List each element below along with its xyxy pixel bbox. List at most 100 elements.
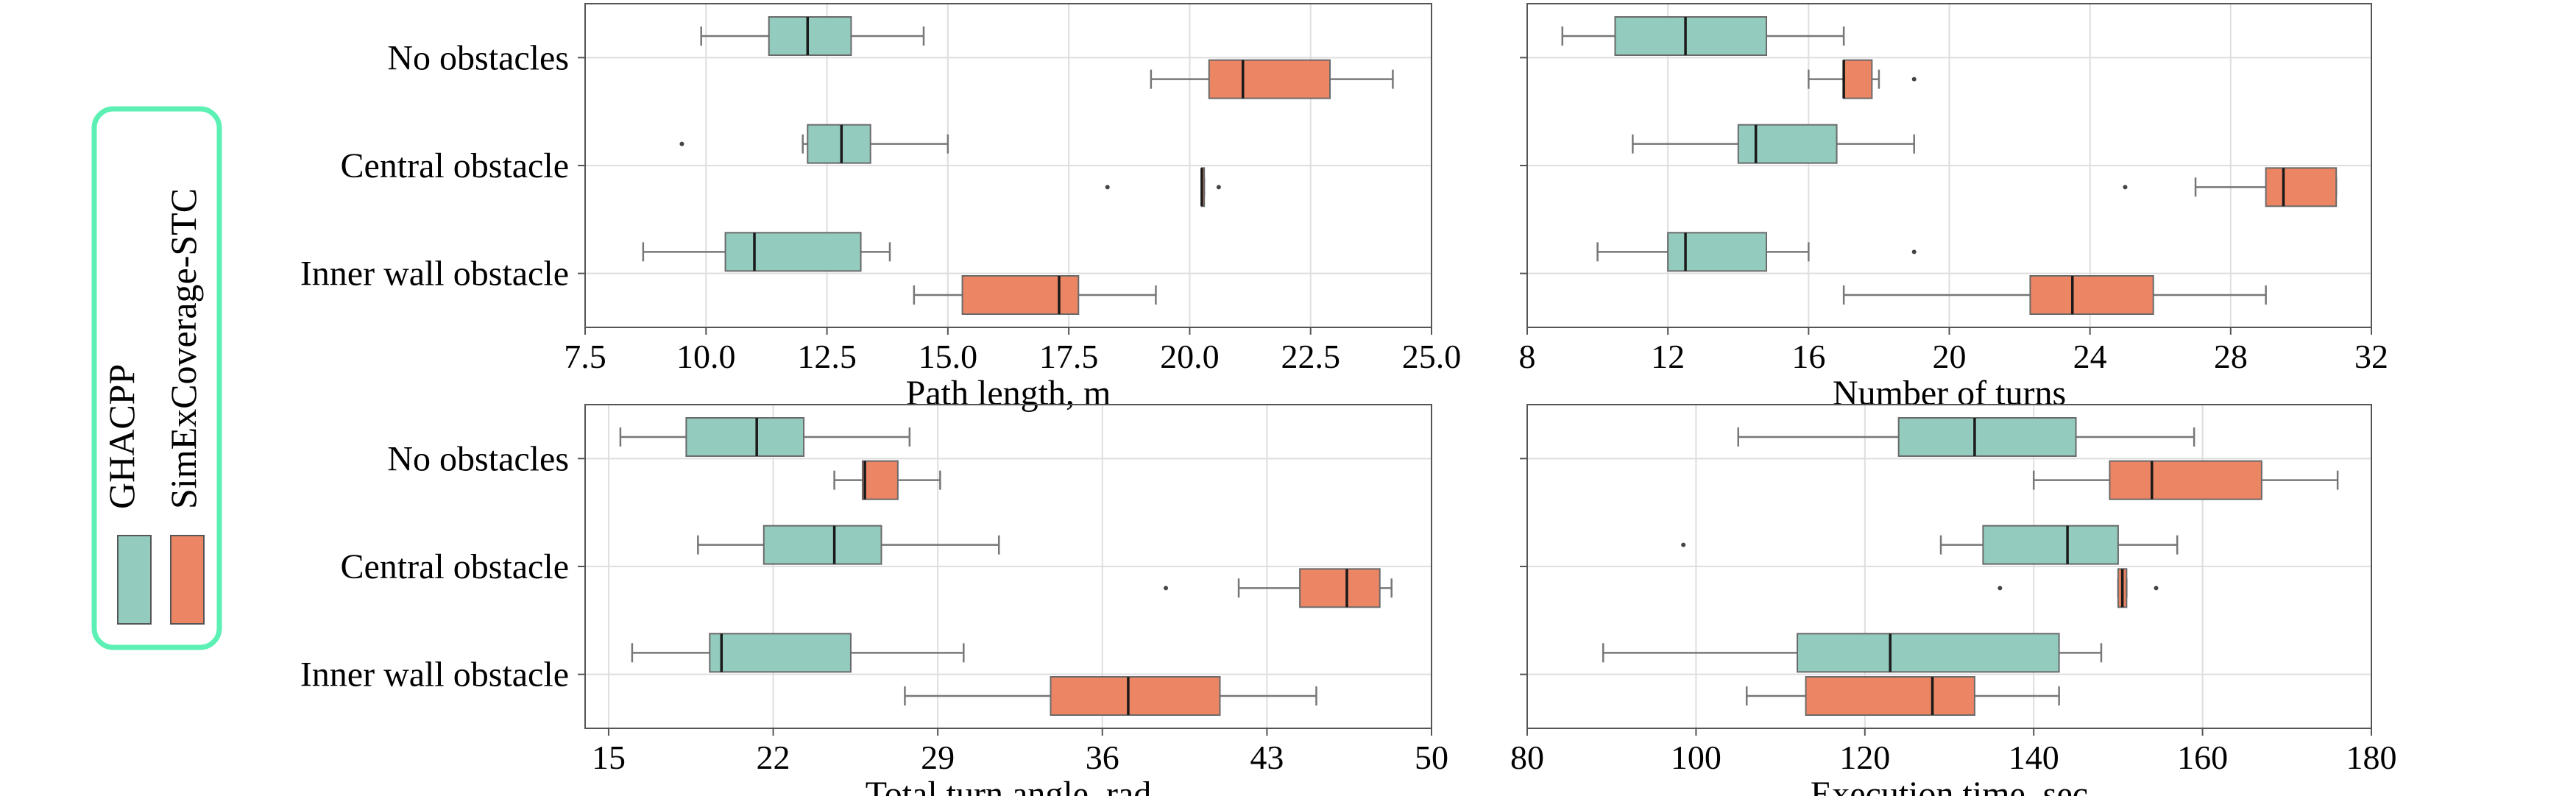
box-ghacpp-no-obstacles	[1737, 417, 2195, 457]
box-iqr	[2109, 460, 2262, 500]
outlier-point	[1911, 249, 1917, 255]
x-tick-label: 160	[2177, 739, 2228, 776]
box-simex-inner-wall-obstacle	[913, 275, 1157, 315]
x-axis-label: Path length, m	[906, 374, 1111, 413]
box-simex-central-obstacle	[1105, 167, 1221, 207]
box-iqr	[724, 232, 862, 272]
box-simex-inner-wall-obstacle	[1842, 275, 2267, 315]
legend: GHACPP SimExCoverage-STC	[91, 106, 222, 650]
x-tick-label: 100	[1671, 739, 1722, 776]
box-ghacpp-central-obstacle	[679, 124, 949, 164]
box-iqr	[768, 16, 852, 56]
x-tick-label: 25.0	[1402, 338, 1462, 375]
x-tick-label: 22	[757, 739, 790, 776]
box-iqr	[1050, 676, 1221, 716]
x-tick-label: 43	[1250, 739, 1284, 776]
x-tick-label: 15	[592, 739, 626, 776]
x-tick-label: 180	[2346, 739, 2397, 776]
box-simex-no-obstacles	[833, 460, 941, 500]
box-iqr	[685, 417, 805, 457]
panel-4: 80 100 120 140 160 180 Execution time, sec	[1510, 404, 2397, 796]
y-tick-label: No obstacles	[387, 439, 569, 478]
panels: 7.5 10.0 12.5 15.0 17.5 20.0 22.5 25.0 Path leng…	[300, 3, 2397, 796]
box-ghacpp-inner-wall-obstacle	[1596, 232, 1917, 272]
x-tick-label: 20	[1933, 338, 1967, 375]
outlier-point	[1216, 185, 1221, 190]
box-iqr	[807, 124, 871, 164]
box-ghacpp-central-obstacle	[1681, 525, 2179, 565]
box-simex-no-obstacles	[1808, 59, 1917, 99]
outlier-point	[1681, 542, 1686, 547]
box-iqr	[1614, 16, 1767, 56]
x-axis-label: Total turn angle, rad	[866, 775, 1152, 796]
box-simex-inner-wall-obstacle	[1745, 676, 2060, 716]
x-tick-label: 22.5	[1281, 338, 1340, 375]
box-ghacpp-no-obstacles	[619, 417, 911, 457]
y-tick-label: Central obstacle	[340, 146, 569, 185]
box-iqr	[2029, 275, 2154, 315]
box-simex-no-obstacles	[1150, 59, 1394, 99]
legend-label-simex: SimExCoverage-STC	[163, 188, 204, 509]
y-tick-label: Inner wall obstacle	[300, 655, 569, 694]
box-ghacpp-inner-wall-obstacle	[631, 633, 965, 673]
x-tick-label: 20.0	[1160, 338, 1220, 375]
box-ghacpp-central-obstacle	[697, 525, 1000, 565]
x-tick-label: 50	[1415, 739, 1448, 776]
y-tick-label: No obstacles	[387, 38, 569, 77]
outlier-point	[1911, 77, 1917, 82]
box-iqr	[861, 460, 899, 500]
outlier-point	[1998, 586, 2003, 591]
x-tick-label: 36	[1086, 739, 1119, 776]
box-ghacpp-inner-wall-obstacle	[1602, 633, 2103, 673]
legend-swatch-simex	[170, 535, 205, 625]
box-simex-no-obstacles	[2032, 460, 2339, 500]
x-tick-label: 17.5	[1039, 338, 1099, 375]
box-ghacpp-inner-wall-obstacle	[642, 232, 891, 272]
box-iqr	[1897, 417, 2077, 457]
box-iqr	[1208, 59, 1331, 99]
box-simex-inner-wall-obstacle	[904, 676, 1317, 716]
x-tick-label: 7.5	[564, 338, 606, 375]
x-tick-label: 120	[1839, 739, 1890, 776]
box-simex-central-obstacle	[1164, 568, 1393, 608]
panel-3: 15 22 29 36 43 50 Total turn angle, rad No obst…	[300, 404, 1448, 796]
x-tick-label: 29	[921, 739, 955, 776]
x-tick-label: 140	[2009, 739, 2059, 776]
box-iqr	[1982, 525, 2119, 565]
outlier-point	[679, 141, 684, 146]
box-iqr	[1843, 59, 1873, 99]
box-simex-central-obstacle	[2123, 167, 2338, 207]
outlier-point	[1164, 586, 1169, 591]
x-tick-label: 15.0	[919, 338, 978, 375]
box-simex-central-obstacle	[1998, 568, 2159, 608]
x-tick-label: 12	[1651, 338, 1685, 375]
legend-label-ghacpp: GHACPP	[101, 364, 142, 509]
box-iqr	[762, 525, 882, 565]
y-tick-label: Inner wall obstacle	[300, 255, 569, 294]
box-iqr	[1797, 633, 2060, 673]
x-tick-label: 24	[2073, 338, 2107, 375]
legend-swatch-ghacpp	[117, 535, 152, 625]
x-tick-label: 8	[1519, 338, 1536, 375]
outlier-point	[2154, 586, 2159, 591]
x-axis-label: Execution time, sec	[1811, 775, 2088, 796]
box-ghacpp-central-obstacle	[1632, 124, 1915, 164]
panel-1: 7.5 10.0 12.5 15.0 17.5 20.0 22.5 25.0 Path leng…	[300, 3, 1462, 413]
legend-frame	[91, 106, 222, 650]
panel-2: 8 12 16 20 24 28 32 Number of turns	[1519, 3, 2388, 413]
box-iqr	[709, 633, 852, 673]
y-tick-label: Central obstacle	[340, 547, 569, 586]
x-tick-label: 80	[1510, 739, 1544, 776]
box-ghacpp-no-obstacles	[700, 16, 925, 56]
x-tick-label: 12.5	[797, 338, 857, 375]
outlier-point	[2123, 185, 2128, 190]
box-iqr	[1299, 568, 1381, 608]
box-iqr	[1805, 676, 1975, 716]
outlier-point	[1105, 185, 1110, 190]
x-axis-label: Number of turns	[1833, 374, 2066, 413]
box-iqr	[1737, 124, 1838, 164]
x-tick-label: 16	[1791, 338, 1825, 375]
box-ghacpp-no-obstacles	[1561, 16, 1845, 56]
box-iqr	[1667, 232, 1767, 272]
